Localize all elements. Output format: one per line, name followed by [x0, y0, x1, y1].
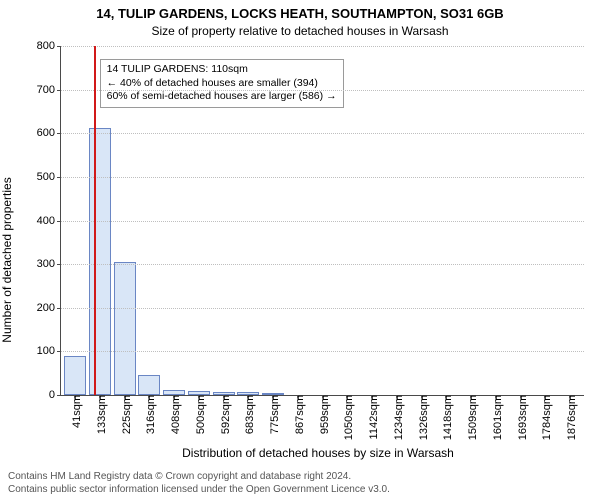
ytick-mark	[57, 395, 61, 396]
gridline	[61, 133, 584, 134]
ytick-label: 200	[37, 302, 55, 314]
footer-line: Contains public sector information licen…	[8, 484, 390, 497]
gridline	[61, 177, 584, 178]
ytick-label: 700	[37, 84, 55, 96]
x-axis-label: Distribution of detached houses by size …	[50, 446, 586, 460]
histogram-bar	[114, 262, 136, 395]
xtick-label: 1509sqm	[467, 395, 479, 440]
ytick-mark	[57, 90, 61, 91]
xtick-label: 1418sqm	[442, 395, 454, 440]
ytick-mark	[57, 264, 61, 265]
footer-attribution: Contains HM Land Registry data © Crown c…	[8, 471, 390, 496]
xtick-label: 1326sqm	[418, 395, 430, 440]
gridline	[61, 308, 584, 309]
gridline	[61, 221, 584, 222]
gridline	[61, 90, 584, 91]
ytick-mark	[57, 351, 61, 352]
ytick-label: 0	[49, 389, 55, 401]
ytick-label: 400	[37, 215, 55, 227]
xtick-label: 683sqm	[244, 395, 256, 434]
ytick-label: 800	[37, 40, 55, 52]
ytick-mark	[57, 221, 61, 222]
gridline	[61, 264, 584, 265]
ytick-mark	[57, 308, 61, 309]
xtick-label: 959sqm	[319, 395, 331, 434]
chart-title: 14, TULIP GARDENS, LOCKS HEATH, SOUTHAMP…	[0, 6, 600, 21]
histogram-bar	[64, 356, 86, 395]
xtick-label: 1693sqm	[517, 395, 529, 440]
ytick-mark	[57, 46, 61, 47]
annotation-line: 60% of semi-detached houses are larger (…	[107, 90, 337, 104]
marker-line	[94, 46, 96, 395]
xtick-label: 1784sqm	[541, 395, 553, 440]
ytick-mark	[57, 177, 61, 178]
xtick-label: 225sqm	[121, 395, 133, 434]
chart-container: 14, TULIP GARDENS, LOCKS HEATH, SOUTHAMP…	[0, 0, 600, 500]
histogram-bar	[89, 128, 111, 395]
ytick-label: 600	[37, 127, 55, 139]
annotation-line: 14 TULIP GARDENS: 110sqm	[107, 63, 337, 77]
xtick-label: 867sqm	[294, 395, 306, 434]
histogram-bar	[138, 375, 160, 395]
plot-area: 14 TULIP GARDENS: 110sqm ← 40% of detach…	[60, 46, 584, 396]
chart-subtitle: Size of property relative to detached ho…	[0, 24, 600, 38]
xtick-label: 1601sqm	[492, 395, 504, 440]
annotation-line: ← 40% of detached houses are smaller (39…	[107, 77, 337, 91]
xtick-label: 316sqm	[145, 395, 157, 434]
xtick-label: 41sqm	[71, 395, 83, 428]
gridline	[61, 46, 584, 47]
xtick-label: 592sqm	[220, 395, 232, 434]
y-axis-label: Number of detached properties	[0, 95, 14, 260]
xtick-label: 408sqm	[170, 395, 182, 434]
xtick-label: 1234sqm	[393, 395, 405, 440]
ytick-mark	[57, 133, 61, 134]
xtick-label: 1876sqm	[566, 395, 578, 440]
xtick-label: 500sqm	[195, 395, 207, 434]
annotation-box: 14 TULIP GARDENS: 110sqm ← 40% of detach…	[100, 59, 344, 108]
xtick-label: 133sqm	[96, 395, 108, 434]
ytick-label: 100	[37, 345, 55, 357]
xtick-label: 1050sqm	[343, 395, 355, 440]
gridline	[61, 351, 584, 352]
footer-line: Contains HM Land Registry data © Crown c…	[8, 471, 390, 484]
xtick-label: 775sqm	[269, 395, 281, 434]
ytick-label: 500	[37, 171, 55, 183]
xtick-label: 1142sqm	[368, 395, 380, 439]
ytick-label: 300	[37, 258, 55, 270]
